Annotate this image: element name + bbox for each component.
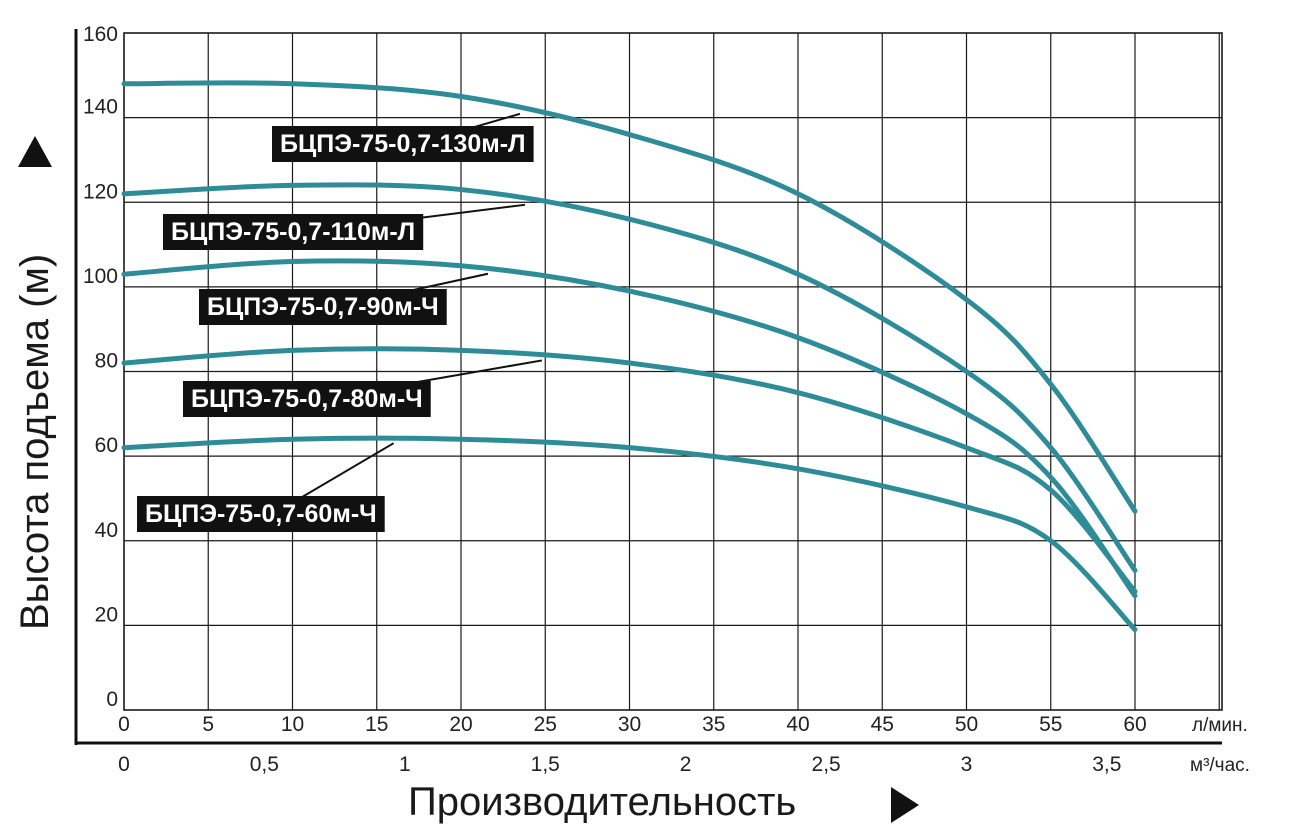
series-label-bg — [183, 381, 431, 417]
series-labels: БЦПЭ-75-0,7-130м-Л БЦПЭ-75-0,7-110м-Л БЦПЭ… — [137, 126, 534, 532]
x-secondary-tick-label: 3,5 — [1092, 753, 1121, 776]
x-tick-label: 25 — [534, 713, 557, 736]
series-label: БЦПЭ-75-0,7-80м-Ч — [191, 385, 423, 413]
x-tick-label: 5 — [202, 713, 214, 736]
y-tick-label: 120 — [83, 180, 118, 203]
series-curves — [121, 80, 1138, 633]
y-tick-label: 160 — [83, 23, 118, 46]
series-label: БЦПЭ-75-0,7-90м-Ч — [207, 293, 439, 321]
series-label: БЦПЭ-75-0,7-60м-Ч — [145, 500, 377, 528]
x-secondary-tick-label: 2 — [680, 753, 692, 776]
x-secondary-tick-label: 1,5 — [531, 753, 560, 776]
x-tick-label: 45 — [871, 713, 894, 736]
x-tick-label: 30 — [618, 713, 641, 736]
x-tick-label: 35 — [702, 713, 725, 736]
series-label-bg — [199, 289, 447, 325]
y-tick-label: 0 — [106, 688, 118, 711]
y-axis-arrow-icon — [18, 136, 52, 167]
x-secondary-tick-label: 2,5 — [812, 753, 841, 776]
x-secondary-tick-label: 0 — [118, 753, 130, 776]
x-tick-label: 10 — [281, 713, 304, 736]
x-secondary-tick-label: 0,5 — [250, 753, 279, 776]
x-tick-label: 0 — [118, 713, 130, 736]
x-tick-label: 55 — [1039, 713, 1062, 736]
y-tick-label: 40 — [95, 519, 118, 542]
series-label: БЦПЭ-75-0,7-130м-Л — [280, 130, 526, 158]
series-line — [121, 346, 1138, 595]
series-line — [121, 182, 1138, 573]
series-line — [121, 435, 1138, 633]
y-axis-title: Высота подъема (м) — [13, 254, 57, 630]
y-tick-label: 140 — [83, 96, 118, 119]
x-secondary-tick-label: 3 — [961, 753, 973, 776]
x-secondary-unit: м³/час. — [1190, 755, 1250, 776]
y-tick-label: 60 — [95, 434, 118, 457]
x-tick-label: 50 — [955, 713, 978, 736]
x-tick-label: 20 — [449, 713, 472, 736]
series-label-bg — [163, 214, 424, 250]
y-tick-label: 20 — [95, 603, 118, 626]
x-axis-arrow-icon — [891, 787, 919, 823]
x-secondary-tick-label: 1 — [399, 753, 411, 776]
x-tick-label: 60 — [1123, 713, 1146, 736]
x-primary-unit: л/мин. — [1192, 715, 1248, 736]
series-line — [121, 80, 1138, 514]
x-axis-title: Производительность — [408, 780, 796, 824]
y-tick-label: 80 — [95, 350, 118, 373]
x-tick-label: 15 — [365, 713, 388, 736]
series-line — [121, 258, 1138, 599]
y-tick-label: 100 — [83, 265, 118, 288]
series-label-bg — [272, 126, 534, 162]
series-label: БЦПЭ-75-0,7-110м-Л — [171, 218, 415, 246]
series-label-bg — [137, 496, 385, 532]
x-tick-label: 40 — [786, 713, 809, 736]
